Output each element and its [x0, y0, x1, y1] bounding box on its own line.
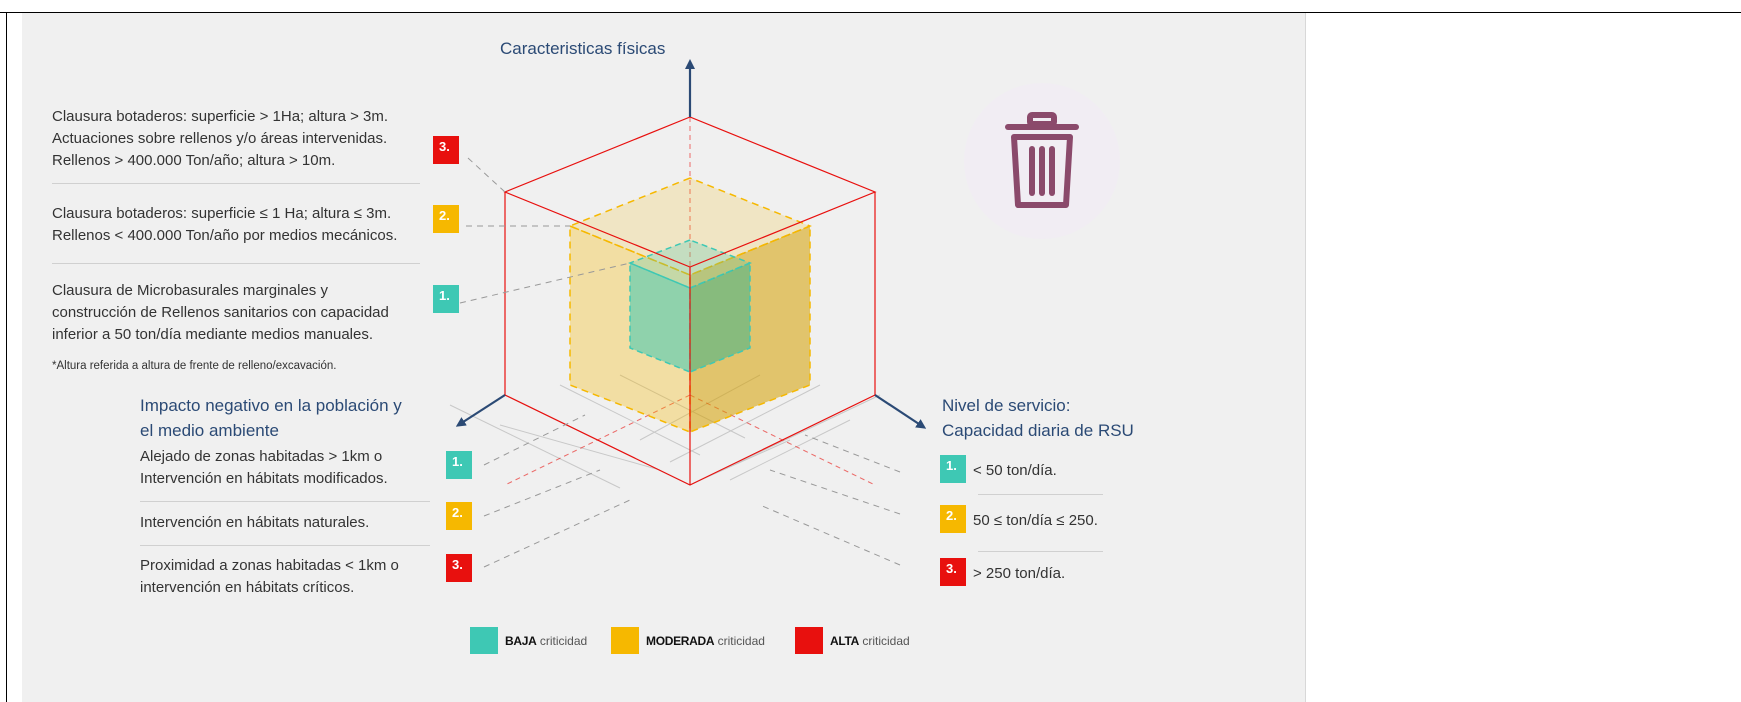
impact-separator-1 — [140, 501, 430, 502]
leader-impact-3 — [483, 499, 631, 568]
frame-top-border — [0, 12, 1741, 13]
leader-service-2 — [769, 469, 901, 515]
cube-low-top — [627, 239, 753, 289]
phys-2-line1: Clausura botaderos: superficie ≤ 1 Ha; a… — [52, 205, 392, 222]
leader-impact-2 — [483, 469, 601, 517]
legend-low: BAJA criticidad — [470, 627, 587, 654]
leader-service-1 — [804, 434, 901, 473]
impact-1-line2: Intervención en hábitats modificados. — [140, 470, 388, 487]
impact-2-line1: Intervención en hábitats naturales. — [140, 514, 370, 531]
trash-can-icon — [1005, 112, 1079, 208]
service-badge-1: 1. — [940, 455, 966, 483]
left-axis-title-line1: Impacto negativo en la población y — [140, 396, 402, 415]
impact-badge-1: 1. — [446, 451, 472, 479]
phys-1-line3: inferior a 50 ton/día mediante medios ma… — [52, 326, 374, 343]
impact-3-line1: Proximidad a zonas habitadas < 1km o — [140, 557, 399, 574]
service-3-text: > 250 ton/día. — [973, 565, 1066, 582]
legend-moderate-swatch — [611, 627, 639, 654]
right-axis — [874, 394, 927, 429]
right-axis-title-line2: Capacidad diaria de RSU — [942, 421, 1134, 440]
vertical-axis-title: Caracteristicas físicas — [500, 39, 666, 58]
impact-badge-3: 3. — [446, 554, 472, 582]
leader-service-3 — [759, 504, 901, 566]
left-axis — [455, 394, 506, 427]
impact-separator-2 — [140, 545, 430, 546]
cube-low — [627, 239, 753, 374]
legend-high-rest: criticidad — [859, 633, 910, 648]
phys-badge-1: 1. — [433, 285, 459, 313]
legend-high-strong: ALTA — [830, 633, 860, 648]
service-badge-3: 3. — [940, 558, 966, 586]
phys-1-line1: Clausura de Microbasurales marginales y — [52, 282, 328, 299]
legend-high: ALTA criticidad — [795, 627, 910, 654]
phys-badge-3: 3. — [433, 136, 459, 164]
phys-3-line3: Rellenos > 400.000 Ton/año; altura > 10m… — [52, 152, 336, 169]
frame-left-border — [6, 12, 7, 702]
legend-moderate-rest: criticidad — [714, 633, 765, 648]
legend-high-swatch — [795, 627, 823, 654]
service-1-text: < 50 ton/día. — [973, 462, 1057, 479]
legend-low-rest: criticidad — [536, 633, 588, 648]
left-axis-title-line2: el medio ambiente — [140, 421, 279, 440]
impact-badge-2: 2. — [446, 502, 472, 530]
leader-impact-1 — [483, 414, 586, 466]
leader-phys-3 — [467, 157, 506, 193]
impact-3-line2: intervención en hábitats críticos. — [140, 579, 355, 596]
phys-separator-1 — [52, 183, 420, 184]
phys-1-line2: construcción de Rellenos sanitarios con … — [52, 304, 389, 321]
phys-badge-2: 2. — [433, 205, 459, 233]
cube-low-left — [629, 261, 691, 374]
phys-2-line2: Rellenos < 400.000 Ton/año por medios me… — [52, 227, 398, 244]
right-axis-title-line1: Nivel de servicio: — [942, 396, 1071, 415]
cube-low-right — [689, 261, 751, 374]
legend-low-strong: BAJA — [505, 633, 537, 648]
service-separator-1 — [978, 494, 1103, 495]
phys-3-line1: Clausura botaderos: superficie > 1Ha; al… — [52, 108, 389, 125]
legend-low-swatch — [470, 627, 498, 654]
service-badge-2: 2. — [940, 505, 966, 533]
axes — [455, 59, 927, 429]
impact-1-line1: Alejado de zonas habitadas > 1km o — [140, 448, 383, 465]
phys-note: *Altura referida a altura de frente de r… — [52, 360, 337, 372]
service-2-text: 50 ≤ ton/día ≤ 250. — [973, 512, 1098, 529]
phys-3-line2: Actuaciones sobre rellenos y/o áreas int… — [52, 130, 388, 147]
leader-lines — [459, 157, 901, 568]
phys-separator-2 — [52, 263, 420, 264]
cube-high — [503, 116, 877, 486]
legend-moderate: MODERADA criticidad — [611, 627, 765, 654]
service-separator-2 — [978, 551, 1103, 552]
legend-moderate-strong: MODERADA — [646, 633, 715, 648]
leader-phys-1 — [459, 262, 631, 304]
